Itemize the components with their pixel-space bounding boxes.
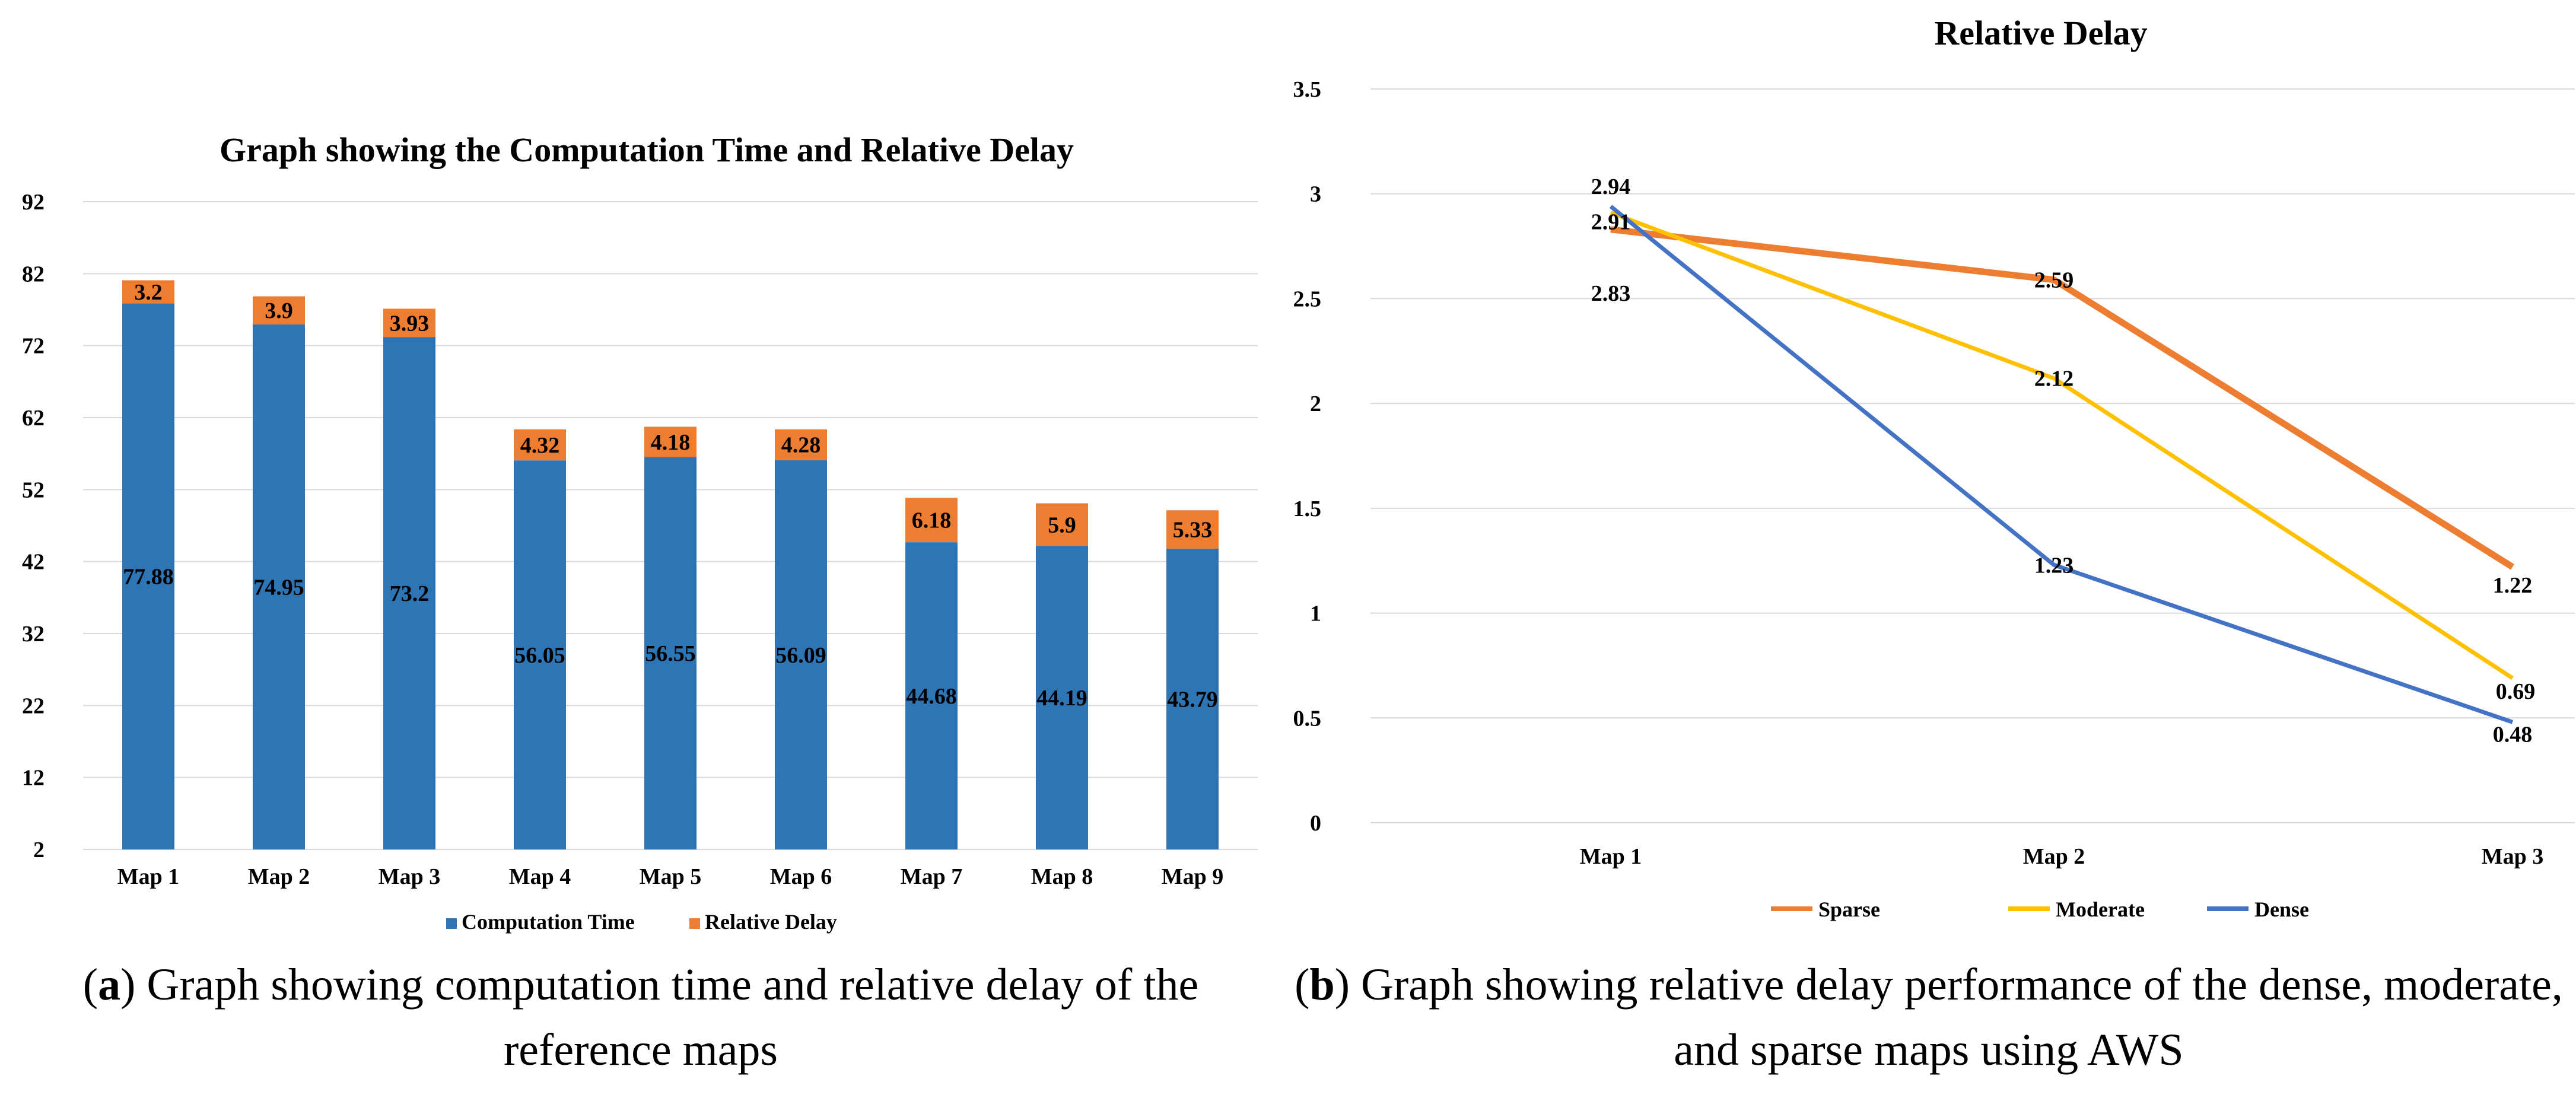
data-label-relative-delay-5: 4.18 [651,430,691,455]
x-tick-label-4: Map 4 [509,864,571,889]
caption-a: (a) Graph showing computation time and r… [82,960,1199,1075]
y-tick-label-0: 0 [1310,811,1321,836]
legend-marker-computation-time [446,918,457,929]
bar-relative-delay-9 [1166,510,1219,549]
chart-title: Relative Delay [1934,14,2147,52]
y-tick-label-6: 3 [1310,182,1321,207]
x-tick-label-3: Map 3 [2482,844,2544,869]
x-tick-label-1: Map 1 [1580,844,1642,869]
data-label-computation-time-5: 56.55 [645,641,696,666]
y-tick-label-2: 1 [1310,601,1321,626]
data-label-computation-time-8: 44.19 [1036,686,1087,711]
bar-computation-time-2 [253,324,305,849]
data-label-sparse-2: 2.59 [2034,268,2074,293]
bar-relative-delay-2 [253,296,305,324]
caption-a-label: a [98,960,121,1010]
y-tick-label-3: 1.5 [1293,497,1322,521]
bar-computation-time-1 [122,303,174,850]
bar-relative-delay-8 [1036,503,1088,546]
series-line-dense [1609,205,2514,724]
y-tick-label-7: 72 [22,334,44,359]
y-tick-label-8: 82 [22,262,44,287]
bar-relative-delay-3 [383,308,435,338]
y-tick-label-6: 62 [22,406,44,431]
data-label-relative-delay-7: 6.18 [912,508,952,533]
x-tick-label-8: Map 8 [1031,864,1093,889]
caption-b-label: b [1309,960,1335,1010]
data-label-relative-delay-4: 4.32 [520,433,560,458]
y-tick-label-2: 22 [22,693,44,718]
data-label-moderate-1: 2.91 [1591,210,1631,235]
data-label-computation-time-2: 74.95 [253,575,304,600]
series-line-moderate [1610,211,2514,680]
data-label-computation-time-3: 73.2 [390,581,430,606]
caption-b: (b) Graph showing relative delay perform… [1295,960,2563,1075]
legend-label-computation-time: Computation Time [462,910,635,934]
bar-relative-delay-5 [644,427,697,457]
data-label-computation-time-6: 56.09 [775,643,826,668]
data-label-dense-3: 0.48 [2493,722,2533,747]
legend-label-dense: Dense [2254,898,2309,921]
bar-relative-delay-6 [775,429,827,460]
legend-label-relative-delay: Relative Delay [705,910,837,934]
data-label-relative-delay-6: 4.28 [781,433,821,458]
data-label-relative-delay-2: 3.9 [265,298,293,323]
legend-marker-relative-delay [689,918,700,929]
bar-relative-delay-4 [514,429,566,461]
data-label-moderate-2: 2.12 [2034,367,2074,392]
data-label-relative-delay-9: 5.33 [1173,518,1213,543]
bar-computation-time-7 [905,542,958,849]
bar-computation-time-4 [514,460,566,849]
x-tick-label-7: Map 7 [901,864,963,889]
x-tick-label-9: Map 9 [1162,864,1224,889]
data-label-relative-delay-8: 5.9 [1048,513,1076,537]
data-label-computation-time-9: 43.79 [1167,687,1218,712]
caption-b-text: ) Graph showing relative delay performan… [1334,960,2563,1075]
x-tick-label-3: Map 3 [379,864,441,889]
bar-relative-delay-7 [905,498,958,543]
data-label-moderate-3: 0.69 [2496,679,2536,704]
y-tick-label-9: 92 [22,190,44,215]
x-tick-label-5: Map 5 [640,864,702,889]
x-tick-label-1: Map 1 [117,864,180,889]
series-line-sparse [1610,226,2514,570]
chart-title: Graph showing the Computation Time and R… [220,131,1074,169]
data-label-sparse-3: 1.22 [2493,573,2533,598]
line-chart: Relative Delay 0 0.5 1 1.5 2 2.5 3 3.5 Map 1 Map 2… [1293,14,2575,921]
y-tick-label-4: 2 [1310,392,1321,416]
bar-computation-time-3 [383,337,435,849]
data-label-sparse-1: 2.83 [1591,281,1631,306]
bar-computation-time-9 [1166,548,1219,849]
bar-relative-delay-1 [122,280,174,304]
x-tick-label-6: Map 6 [770,864,832,889]
caption-a-text: ) Graph showing computation time and rel… [120,960,1199,1075]
y-tick-label-1: 12 [22,766,44,791]
data-label-dense-1: 2.94 [1591,174,1631,199]
x-tick-label-2: Map 2 [2023,844,2085,869]
y-tick-label-7: 3.5 [1293,77,1322,102]
y-tick-label-5: 2.5 [1293,287,1322,311]
data-label-relative-delay-1: 3.2 [134,280,163,305]
x-tick-label-2: Map 2 [248,864,310,889]
y-tick-label-4: 42 [22,550,44,575]
stacked-bar-chart: Graph showing the Computation Time and R… [22,131,1258,934]
y-tick-label-5: 52 [22,478,44,502]
data-label-computation-time-7: 44.68 [906,684,957,709]
y-tick-label-3: 32 [22,622,44,647]
bar-computation-time-5 [644,457,697,849]
bar-computation-time-6 [775,460,827,849]
bar-computation-time-8 [1036,546,1088,849]
data-label-computation-time-1: 77.88 [123,565,174,590]
legend-label-moderate: Moderate [2056,898,2145,921]
legend-label-sparse: Sparse [1818,898,1880,921]
y-tick-label-0: 2 [33,838,44,863]
data-label-dense-2: 1.23 [2034,553,2074,578]
data-label-relative-delay-3: 3.93 [390,311,430,336]
data-label-computation-time-4: 56.05 [514,643,565,668]
y-tick-label-1: 0.5 [1293,706,1322,731]
